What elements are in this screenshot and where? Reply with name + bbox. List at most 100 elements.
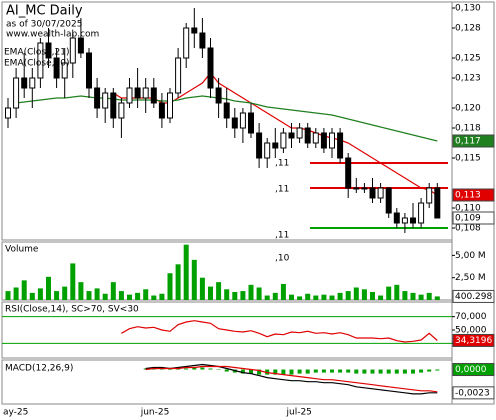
candle-body	[223, 102, 230, 119]
panel-title: MACD(12,26,9)	[5, 364, 73, 374]
y-tick-label: 0,125	[455, 54, 481, 64]
y-tick-label: 0,108	[455, 224, 481, 234]
candle-body	[118, 102, 125, 119]
candle-body	[134, 87, 141, 99]
x-tick-label: ay-25	[3, 408, 28, 418]
candle-body	[296, 127, 303, 139]
volume-bar	[102, 293, 108, 300]
y-tick-label: 2,50 M	[455, 273, 486, 283]
histogram-bar	[394, 369, 399, 374]
y-tick-label: 0,120	[455, 104, 481, 114]
volume-bar	[78, 282, 84, 300]
y-tick-label: 0,110	[455, 204, 481, 214]
histogram-bar	[313, 369, 318, 373]
candle-body	[45, 42, 52, 59]
tick-box	[452, 363, 495, 377]
candle-body	[86, 52, 92, 89]
candle-body	[272, 142, 279, 149]
volume-bar	[370, 291, 375, 300]
volume-bar	[21, 280, 27, 300]
candle-body	[256, 132, 263, 159]
volume-bar	[183, 244, 189, 300]
volume-bar	[418, 294, 424, 300]
volume-bar	[345, 291, 351, 300]
histogram-bar	[402, 369, 407, 374]
candle-body	[126, 87, 133, 104]
histogram-bar	[354, 369, 359, 374]
histogram-bar	[419, 369, 424, 373]
candle-body	[142, 87, 149, 99]
histogram-bar	[224, 369, 229, 372]
histogram-bar	[249, 369, 253, 374]
histogram-bar	[200, 367, 205, 370]
volume-bar	[62, 286, 68, 300]
volume-bar	[361, 289, 367, 300]
macd-line	[145, 363, 438, 395]
candle-body	[21, 77, 28, 89]
volume-bar	[175, 264, 181, 300]
candle-body	[353, 187, 360, 190]
volume-bar	[337, 292, 343, 300]
last-value-label: 34,3196	[455, 336, 492, 346]
volume-bar	[94, 288, 100, 300]
y-tick-label: 0,115	[455, 154, 481, 164]
rsi-line	[121, 320, 438, 343]
last-value-label-box	[452, 289, 495, 303]
y-tick-label: 0,128	[455, 24, 481, 34]
candle-body	[288, 132, 295, 139]
candle-body	[401, 217, 408, 224]
volume-bar	[321, 294, 327, 300]
volume-bar	[289, 294, 294, 300]
volume-bar	[394, 284, 400, 300]
y-tick-label: -0,0023	[455, 388, 490, 398]
histogram-bar	[435, 369, 440, 371]
y-tick-label: 70,000	[455, 312, 487, 322]
volume-bar	[167, 273, 173, 300]
histogram-bar	[305, 369, 310, 374]
volume-bar	[232, 291, 238, 300]
volume-bar	[5, 291, 11, 300]
volume-bar	[159, 293, 165, 300]
histogram-bar	[386, 369, 391, 374]
candle-body	[312, 132, 319, 144]
volume-bar	[434, 296, 440, 300]
candle-body	[345, 157, 352, 189]
candle-body	[199, 32, 206, 49]
histogram-bar	[362, 369, 367, 374]
histogram-bar	[184, 368, 189, 370]
x-tick-label: jun-25	[140, 408, 170, 418]
last-value-label: 0,117	[455, 137, 481, 147]
candle-body	[102, 92, 109, 109]
candle-body	[385, 187, 392, 214]
histogram-bar	[240, 369, 245, 374]
candle-body	[61, 62, 68, 79]
volume-bar	[305, 293, 311, 300]
volume-bar	[313, 295, 319, 300]
candle-body	[5, 107, 11, 119]
volume-bar	[256, 287, 262, 300]
candle-body	[150, 87, 157, 104]
volume-bar	[264, 295, 270, 300]
candle-body	[13, 77, 20, 109]
candle-body	[369, 187, 376, 199]
volume-bar	[426, 292, 432, 300]
histogram-bar	[208, 368, 213, 370]
histogram-bar	[281, 369, 286, 375]
volume-bar	[272, 292, 278, 300]
volume-bar	[208, 286, 213, 300]
histogram-bar	[289, 369, 294, 375]
histogram-bar	[273, 369, 278, 375]
volume-bar	[240, 291, 246, 300]
candle-body	[239, 112, 246, 129]
x-tick-label: jul-25	[286, 408, 312, 418]
legend-entry: EMA(Close,70)	[4, 59, 69, 69]
histogram-bar	[346, 369, 351, 373]
candle-body	[53, 57, 60, 79]
histogram-bar	[192, 367, 197, 370]
histogram-bar	[370, 369, 375, 374]
histogram-bar	[321, 369, 326, 373]
tick-box	[452, 386, 495, 400]
candle-body	[207, 47, 214, 89]
last-value-label-box	[452, 134, 495, 148]
last-value-label: 0,113	[455, 191, 481, 201]
